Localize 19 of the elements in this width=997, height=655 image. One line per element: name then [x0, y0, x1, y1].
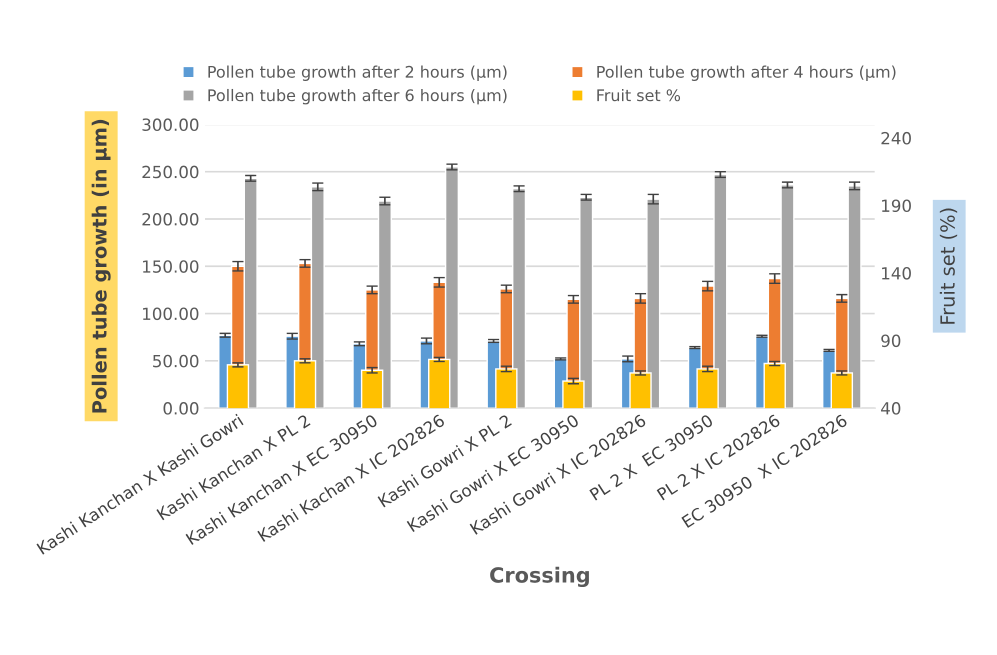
y-tick-label: 150.00: [143, 260, 198, 273]
x-axis-title: Crossing: [490, 566, 589, 588]
y-axis-title: Pollen tube growth (in µm): [92, 120, 111, 413]
y-tick-label: 250.00: [142, 166, 198, 178]
y-tick-label: 100.00: [143, 307, 198, 320]
legend-label: Pollen tube growth after 6 hours (µm): [208, 88, 507, 104]
y-tick-label: 200.00: [142, 212, 198, 226]
y-tick-label: 50.00: [153, 354, 198, 368]
y2-tick-label: 190: [882, 199, 911, 212]
y2-tick-label: 40: [881, 402, 900, 415]
y-tick-label: 0.00: [164, 402, 198, 415]
y2-tick-label: 240: [881, 132, 911, 145]
y-tick-label: 300.00: [142, 118, 198, 132]
y2-tick-label: 140: [882, 266, 911, 280]
legend-label: Pollen tube growth after 4 hours (µm): [597, 66, 896, 81]
y2-tick-label: 90: [881, 334, 900, 348]
y2-axis-title: Fruit set (%): [940, 208, 958, 324]
legend-label: Fruit set %: [597, 88, 680, 102]
legend-label: Pollen tube growth after 2 hours (µm): [208, 66, 507, 81]
